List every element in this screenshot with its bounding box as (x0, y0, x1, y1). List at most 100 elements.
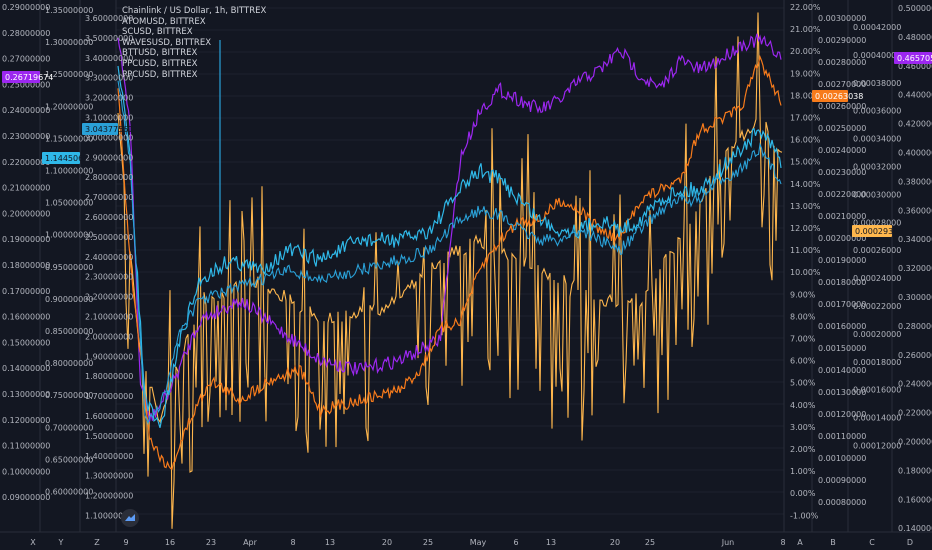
y-tick-label: 2.60000000 (85, 213, 133, 222)
y-tick-label: 22.00% (790, 3, 821, 12)
y-tick-label: 0.40000000 (898, 149, 932, 158)
y-tick-label: 2.10000000 (85, 313, 133, 322)
price-badge-bg (894, 52, 932, 64)
y-tick-label: 1.10000000 (85, 512, 133, 521)
y-tick-label: 0.32000000 (898, 264, 932, 273)
y-tick-label: 0.80000000 (45, 359, 93, 368)
y-tick-label: 0.00020000 (853, 330, 901, 339)
y-tick-label: 0.75000000 (45, 391, 93, 400)
series-line (117, 12, 783, 529)
y-tick-label: 0.00042000 (853, 23, 901, 32)
y-tick-label: 3.20000000 (85, 94, 133, 103)
y-tick-label: 9.00% (790, 290, 816, 299)
series-layer (117, 12, 783, 529)
y-tick-label: 12.00% (790, 224, 821, 233)
y-tick-label: 1.05000000 (45, 199, 93, 208)
y-tick-label: 0.13000000 (2, 390, 50, 399)
y-tick-label: 0.10000000 (2, 467, 50, 476)
y-tick-label: 0.00100000 (818, 454, 866, 463)
y-tick-label: 0.00036000 (853, 107, 901, 116)
y-tick-label: 19.00% (790, 69, 821, 78)
y-tick-label: 0.85000000 (45, 327, 93, 336)
y-tick-label: 0.00110000 (818, 432, 866, 441)
y-tick-label: 1.00% (790, 467, 816, 476)
y-tick-label: 0.00160000 (818, 322, 866, 331)
axis-letter-label: C (869, 538, 875, 547)
y-tick-label: 0.00022000 (853, 302, 901, 311)
y-tick-label: 0.00130000 (818, 388, 866, 397)
y-tick-label: 0.00150000 (818, 344, 866, 353)
y-tick-label: 0.00024000 (853, 274, 901, 283)
y-tick-label: 0.30000000 (898, 293, 932, 302)
y-tick-label: 1.80000000 (85, 372, 133, 381)
y-tick-label: 21.00% (790, 25, 821, 34)
y-tick-label: 10.00% (790, 268, 821, 277)
y-tick-label: 1.25000000 (45, 70, 93, 79)
y-tick-label: 0.00190000 (818, 256, 866, 265)
y-tick-label: 0.14000000 (898, 524, 932, 533)
x-axis: 9 16 23 Apr 8 13 20 25 May 6 13 20 25 Jun 8 (0, 531, 932, 547)
y-tick-label: 1.30000000 (85, 472, 133, 481)
grid (116, 7, 784, 515)
y-tick-label: 0.00220000 (818, 190, 866, 199)
y-tick-label: 0.23000000 (2, 132, 50, 141)
y-tick-label: 0.00040000 (853, 51, 901, 60)
x-tick-label: 23 (206, 538, 216, 547)
x-tick-label: 8 (290, 538, 295, 547)
x-tick-label: 8 (780, 538, 785, 547)
y-tick-label: 0.00012000 (853, 442, 901, 451)
y-tick-label: 3.00000000 (85, 133, 133, 142)
price-badge-bg (82, 123, 118, 135)
price-badges: 0.26719674 1.14450675 3.04377561 0.00263038… (2, 52, 932, 237)
y-tick-label: 1.90000000 (85, 352, 133, 361)
y-tick-label: 0.00014000 (853, 414, 901, 423)
x-tick-label: Apr (243, 538, 258, 547)
y-tick-label: 0.28000000 (898, 322, 932, 331)
y-tick-label: 1.10000000 (45, 167, 93, 176)
y-tick-label: 0.14000000 (2, 364, 50, 373)
series-line (117, 33, 782, 422)
y-tick-label: 20.00% (790, 47, 821, 56)
y-tick-label: 0.00170000 (818, 300, 866, 309)
y-tick-label: 3.10000000 (85, 114, 133, 123)
y-tick-label: 0.24000000 (898, 380, 932, 389)
y-tick-label: 17.00% (790, 114, 821, 123)
y-tick-label: 11.00% (790, 246, 821, 255)
price-badge-text: 0.26719674 (5, 73, 53, 82)
y-tick-label: 0.09000000 (2, 493, 50, 502)
y-tick-label: 0.18000000 (898, 466, 932, 475)
y-tick-label: 0.00038000 (853, 79, 901, 88)
y-tick-label: 0.17000000 (2, 287, 50, 296)
y-tick-label: 0.46000000 (898, 62, 932, 71)
x-tick-label: 25 (645, 538, 655, 547)
y-tick-label: 0.20000000 (2, 209, 50, 218)
y-tick-label: 0.00300000 (818, 14, 866, 23)
y-tick-label: 0.00140000 (818, 366, 866, 375)
y-tick-label: 0.00026000 (853, 246, 901, 255)
y-tick-label: 0.00210000 (818, 212, 866, 221)
y-tick-label: 0.95000000 (45, 263, 93, 272)
y-tick-label: 3.00% (790, 423, 816, 432)
y-tick-label: 0.00090000 (818, 476, 866, 485)
y-tick-label: 2.90000000 (85, 153, 133, 162)
tradingview-logo-icon[interactable] (121, 509, 139, 527)
y-tick-label: 3.30000000 (85, 74, 133, 83)
y-tick-label: 0.00250000 (818, 124, 866, 133)
y-tick-label: 0.16000000 (898, 495, 932, 504)
y-tick-label: 0.65000000 (45, 455, 93, 464)
axis-letter-label: D (907, 538, 913, 547)
axis-letter-label: B (830, 538, 836, 547)
y-tick-label: 0.36000000 (898, 206, 932, 215)
y-tick-label: 2.30000000 (85, 273, 133, 282)
x-tick-label: 25 (423, 538, 433, 547)
y-tick-label: 0.20000000 (898, 438, 932, 447)
y-tick-label: 3.50000000 (85, 34, 133, 43)
y-tick-label: 0.00030000 (853, 190, 901, 199)
y-tick-label: -1.00% (790, 511, 819, 520)
y-tick-label: 7.00% (790, 335, 816, 344)
y-tick-label: 0.00080000 (818, 498, 866, 507)
y-tick-label: 1.15000000 (45, 134, 93, 143)
y-tick-label: 15.00% (790, 158, 821, 167)
y-tick-label: 3.60000000 (85, 14, 133, 23)
